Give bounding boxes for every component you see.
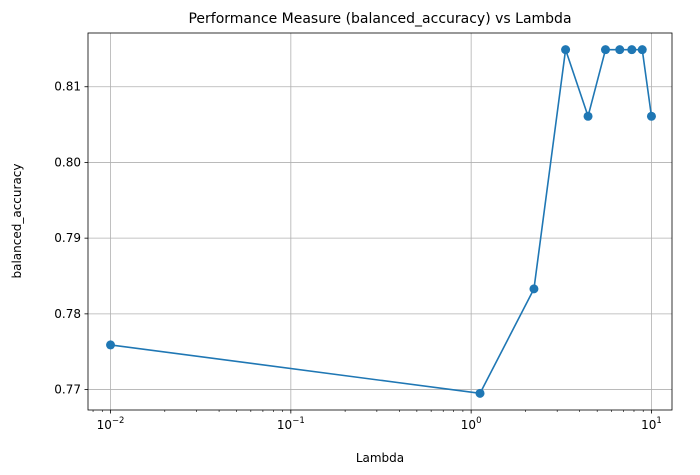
- x-tick-label: 100: [461, 416, 482, 432]
- x-tick-label: 10−2: [97, 416, 125, 432]
- data-point: [646, 111, 656, 121]
- data-point: [627, 45, 637, 55]
- x-tick-label: 101: [641, 416, 662, 432]
- plot-frame: [87, 32, 673, 411]
- chart-title: Performance Measure (balanced_accuracy) …: [188, 11, 571, 27]
- y-axis-label: balanced_accuracy: [10, 163, 24, 278]
- data-point: [600, 45, 610, 55]
- y-tick-label: 0.81: [54, 80, 81, 94]
- y-tick-label: 0.79: [54, 231, 81, 245]
- y-tick-label: 0.77: [54, 383, 81, 397]
- data-point: [106, 340, 116, 350]
- series-line: [110, 48, 653, 395]
- data-point: [475, 388, 485, 398]
- x-tick-label: 10−1: [277, 416, 305, 432]
- y-axis: 0.77 0.78 0.79 0.80 0.81: [54, 80, 88, 397]
- x-axis-label: Lambda: [356, 451, 404, 465]
- data-point: [583, 111, 593, 121]
- data-point: [529, 284, 539, 294]
- y-tick-label: 0.80: [54, 155, 81, 169]
- x-axis: 10−2 10−1 100 101: [92, 410, 662, 432]
- data-point: [637, 45, 647, 55]
- y-tick-label: 0.78: [54, 307, 81, 321]
- series-group: [106, 45, 656, 398]
- grid: [88, 33, 672, 410]
- data-point: [561, 45, 571, 55]
- data-point: [615, 45, 625, 55]
